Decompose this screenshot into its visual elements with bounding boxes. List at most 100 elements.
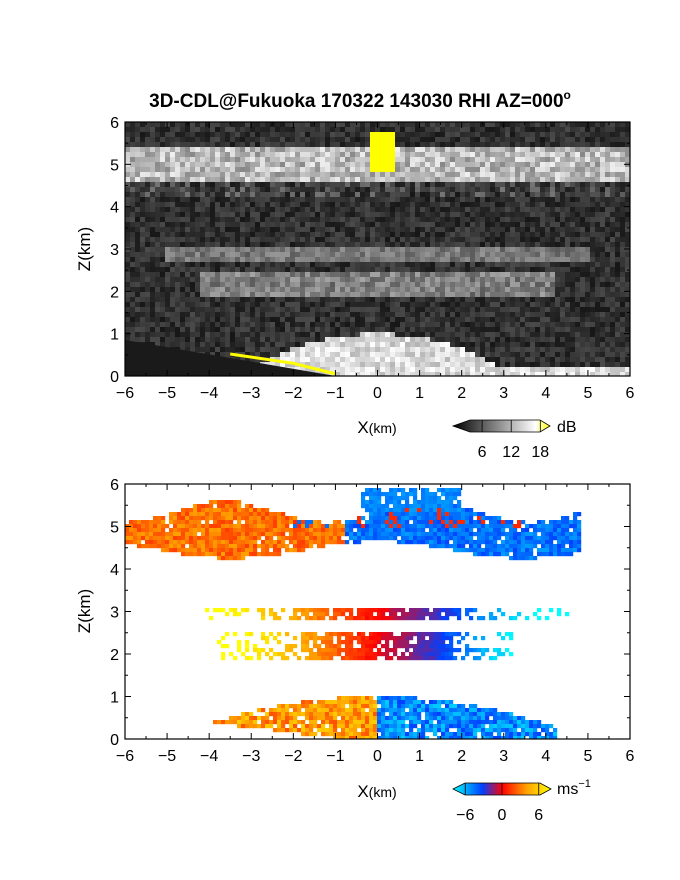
snr-cell — [390, 332, 396, 338]
snr-cell — [280, 142, 286, 148]
snr-cell — [135, 167, 141, 173]
snr-cell — [525, 192, 531, 198]
snr-cell — [275, 227, 281, 233]
snr-cell — [480, 157, 486, 163]
snr-cell — [520, 227, 526, 233]
snr-cell — [155, 182, 161, 188]
snr-cell — [545, 242, 551, 248]
snr-cell — [520, 257, 526, 263]
snr-cell — [455, 282, 461, 288]
snr-cell — [425, 277, 431, 283]
snr-cell — [595, 372, 601, 376]
snr-cell — [280, 352, 286, 358]
snr-cell — [500, 327, 506, 333]
snr-cell — [250, 162, 256, 168]
snr-cell — [170, 232, 176, 238]
snr-cell — [355, 177, 361, 183]
snr-cell — [355, 257, 361, 263]
snr-cell — [500, 222, 506, 228]
snr-cell — [155, 252, 161, 258]
snr-cell — [355, 237, 361, 243]
snr-cell — [290, 252, 296, 258]
snr-cell — [140, 192, 146, 198]
snr-cell — [310, 217, 316, 223]
snr-cell — [240, 237, 246, 243]
snr-cell — [360, 347, 366, 353]
snr-cell — [180, 132, 186, 138]
snr-cell — [585, 207, 591, 213]
snr-cell — [145, 282, 151, 288]
snr-cell — [440, 282, 446, 288]
snr-cell — [570, 297, 576, 303]
snr-cell — [475, 337, 481, 343]
snr-cell — [135, 307, 141, 313]
snr-cell — [465, 197, 471, 203]
snr-cell — [410, 157, 416, 163]
snr-cell — [610, 187, 616, 193]
snr-cell — [170, 167, 176, 173]
snr-cell — [570, 122, 576, 128]
snr-cell — [540, 317, 546, 323]
snr-cell — [130, 242, 136, 248]
snr-cell — [545, 312, 551, 318]
snr-cell — [480, 212, 486, 218]
snr-cell — [505, 227, 511, 233]
snr-cell — [235, 277, 241, 283]
snr-cell — [255, 137, 261, 143]
snr-cell — [560, 267, 566, 273]
snr-cell — [335, 302, 341, 308]
snr-cell — [220, 242, 226, 248]
snr-cell — [280, 227, 286, 233]
snr-cell — [530, 242, 536, 248]
snr-cell — [525, 272, 531, 278]
snr-cell — [580, 172, 586, 178]
snr-cell — [420, 367, 426, 373]
snr-cell — [430, 337, 436, 343]
snr-cell — [590, 342, 596, 348]
snr-cell — [405, 372, 411, 376]
snr-cell — [370, 157, 376, 163]
snr-cell — [160, 227, 166, 233]
snr-cell — [595, 257, 601, 263]
snr-cell — [340, 192, 346, 198]
snr-cell — [425, 197, 431, 203]
snr-cell — [140, 287, 146, 293]
snr-cell — [320, 157, 326, 163]
snr-cell — [605, 372, 611, 376]
snr-cell — [175, 212, 181, 218]
snr-cell — [460, 262, 466, 268]
snr-cell — [590, 192, 596, 198]
snr-cell — [285, 182, 291, 188]
snr-cell — [550, 267, 556, 273]
snr-cell — [575, 262, 581, 268]
snr-cell — [220, 317, 226, 323]
snr-cell — [170, 252, 176, 258]
snr-cell — [335, 342, 341, 348]
snr-cell — [500, 212, 506, 218]
snr-cell — [525, 227, 531, 233]
snr-cell — [135, 172, 141, 178]
snr-cell — [450, 127, 456, 133]
snr-cell — [245, 352, 251, 358]
snr-cell — [130, 307, 136, 313]
snr-cell — [475, 277, 481, 283]
snr-cell — [220, 177, 226, 183]
snr-cell — [520, 197, 526, 203]
snr-cell — [425, 322, 431, 328]
snr-cell — [260, 317, 266, 323]
snr-cell — [460, 222, 466, 228]
snr-cell — [245, 197, 251, 203]
snr-cell — [170, 322, 176, 328]
snr-cell — [510, 287, 516, 293]
snr-cell — [450, 322, 456, 328]
snr-cell — [475, 137, 481, 143]
snr-cell — [395, 277, 401, 283]
snr-cell — [395, 367, 401, 373]
snr-cell — [450, 362, 456, 368]
snr-cell — [290, 237, 296, 243]
snr-cell — [180, 217, 186, 223]
snr-cell — [460, 347, 466, 353]
snr-cell — [570, 157, 576, 163]
snr-cell — [570, 142, 576, 148]
snr-cell — [210, 342, 216, 348]
